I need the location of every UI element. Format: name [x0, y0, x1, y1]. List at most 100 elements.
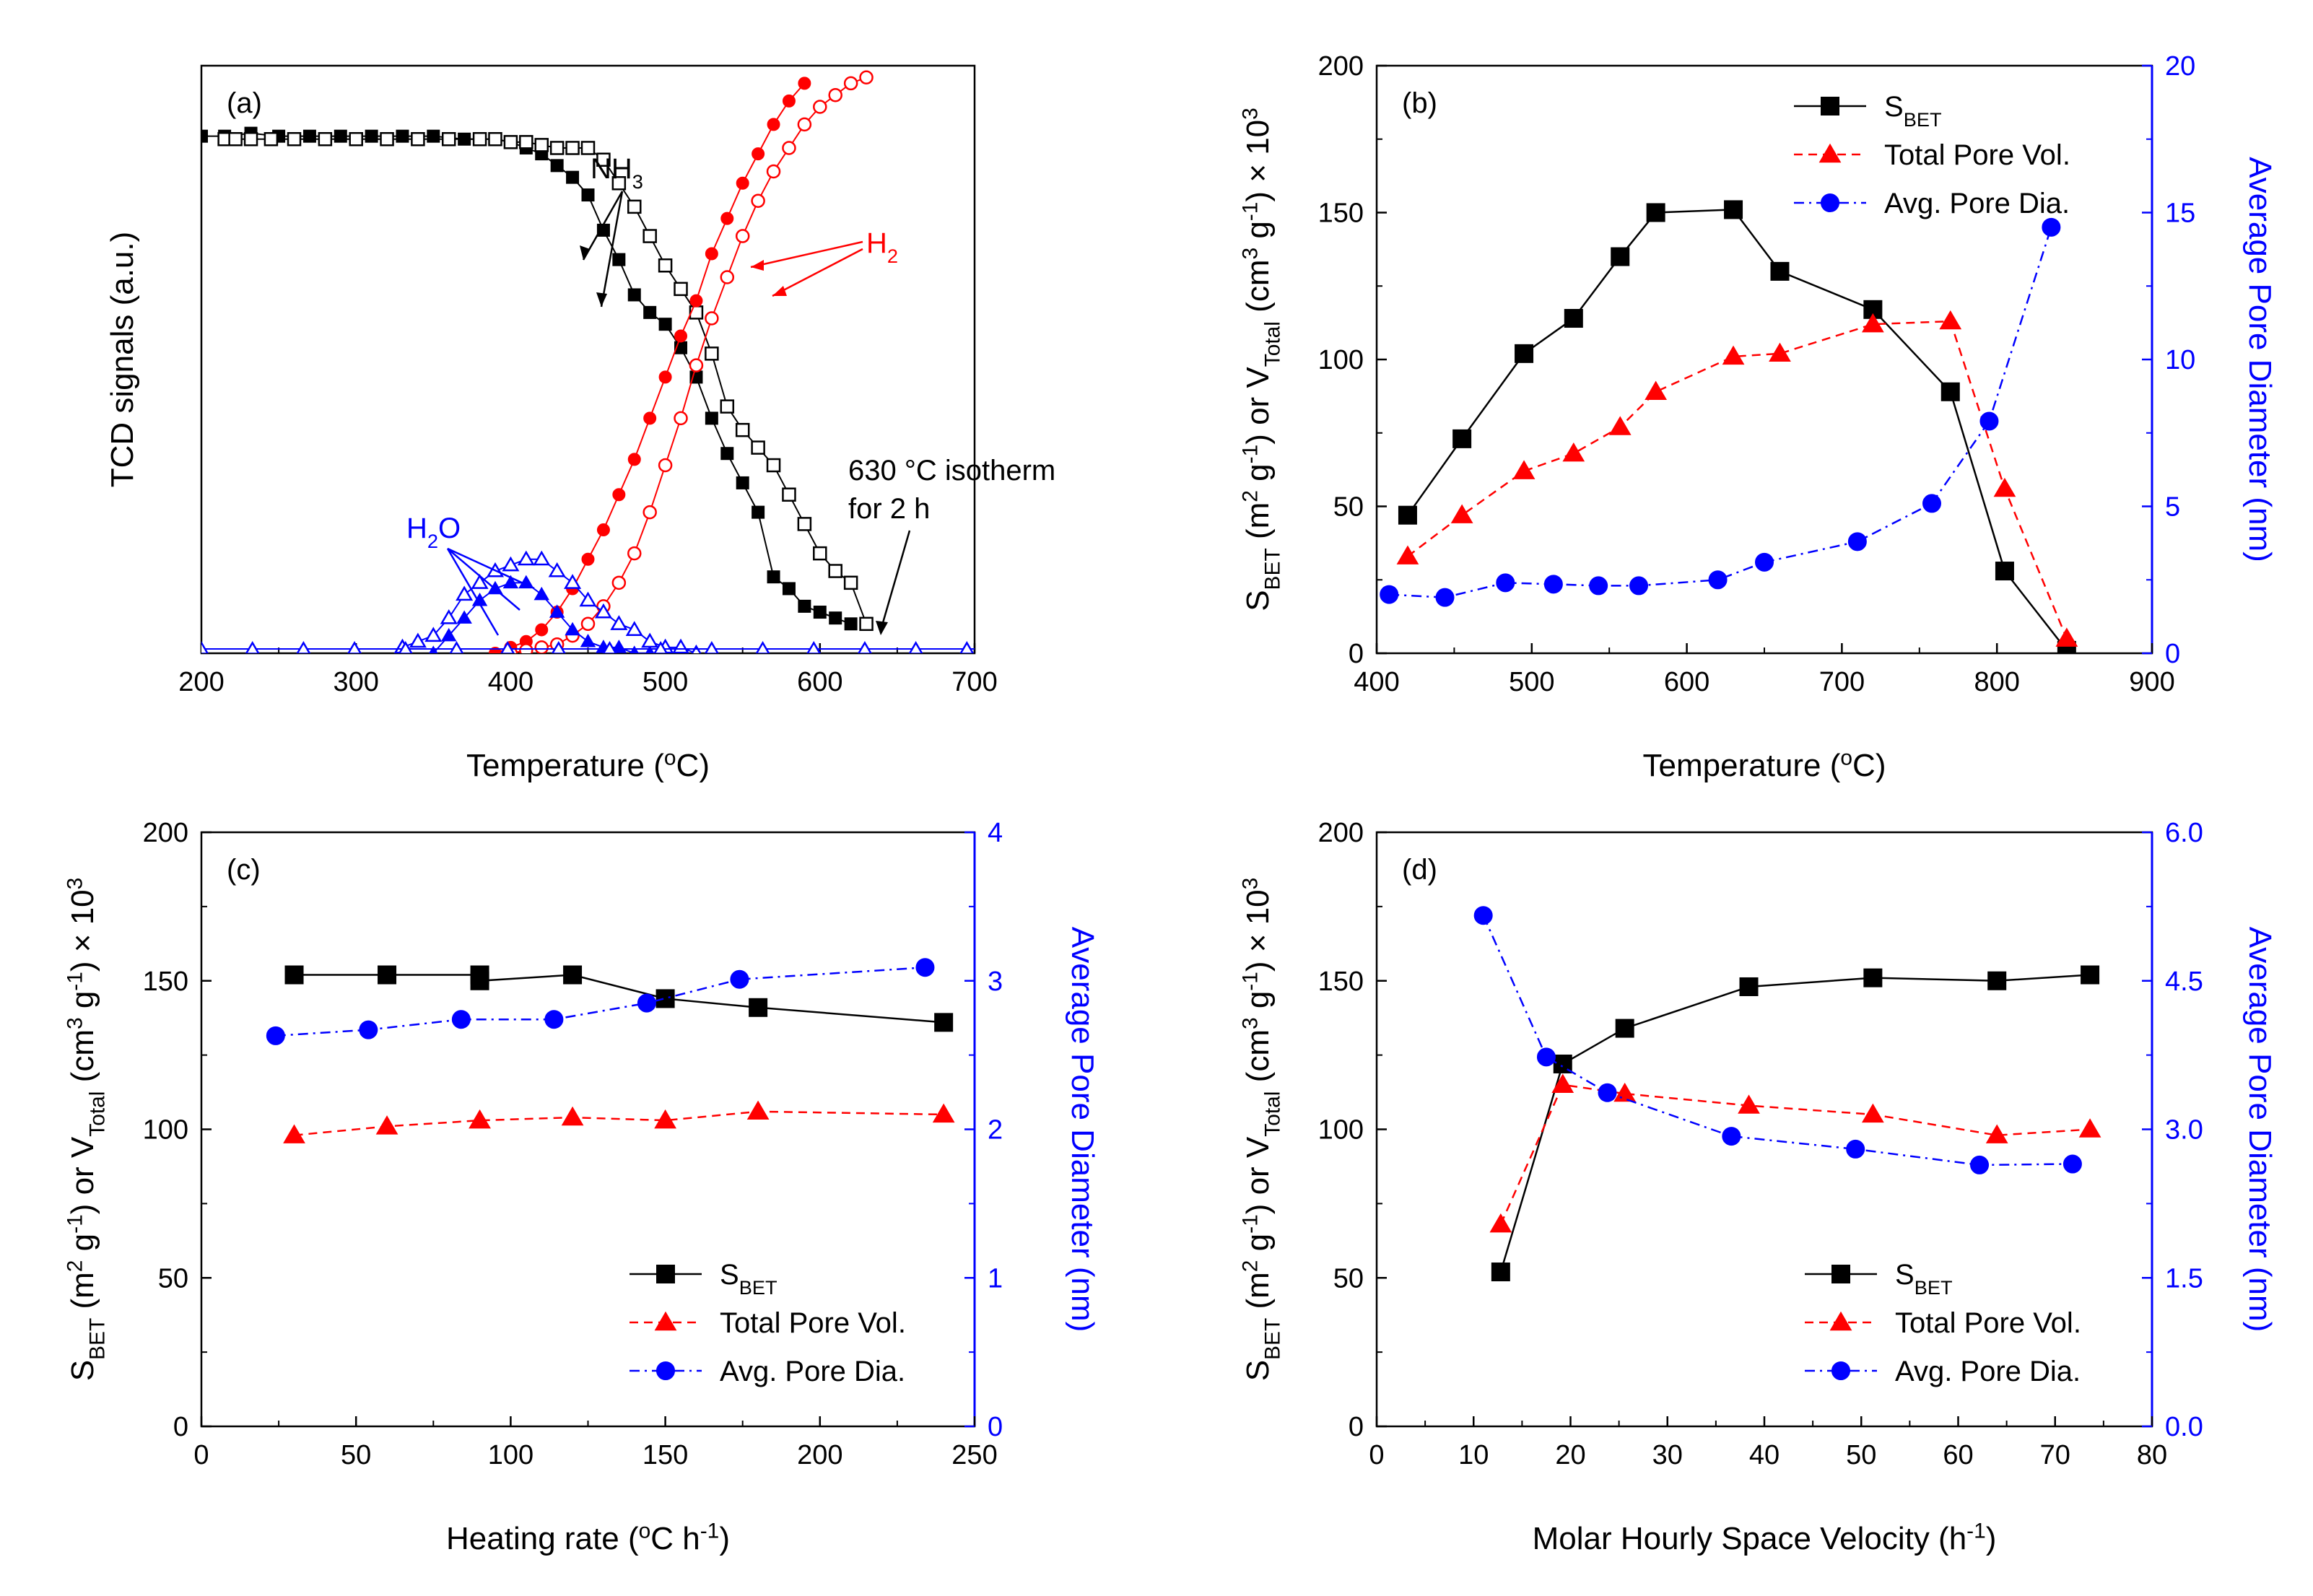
- y2-tick-label: 0.0: [2165, 1412, 2203, 1442]
- data-point: [1615, 1019, 1634, 1038]
- data-point: [1940, 382, 1960, 401]
- baseline-marker: [245, 640, 260, 653]
- text-span: 2: [1239, 1260, 1263, 1273]
- y-tick-label: 50: [158, 1263, 188, 1294]
- data-point: [469, 1109, 491, 1129]
- text-span: g: [65, 991, 100, 1018]
- y2-axis-title-group: Average Pore Diameter (nm): [1065, 927, 1100, 1333]
- data-point: [451, 1010, 471, 1029]
- arrow-head: [751, 260, 764, 271]
- data-point: [519, 135, 533, 149]
- series-avg-pore-dia-: [1473, 906, 2082, 1174]
- data-point: [565, 622, 580, 636]
- plot-area: [1380, 200, 2078, 653]
- text-span: (cm: [1240, 260, 1276, 322]
- data-point: [456, 585, 474, 601]
- text-span: H: [866, 227, 887, 259]
- data-point: [705, 346, 719, 361]
- data-point: [627, 288, 641, 302]
- legend-marker: [656, 1265, 675, 1283]
- y-axis-title-group: TCD signals (a.u.): [105, 232, 140, 488]
- legend-label: SBET: [720, 1259, 777, 1299]
- legend-marker: [654, 1311, 677, 1331]
- data-point: [1770, 261, 1790, 281]
- data-point: [287, 132, 302, 147]
- data-point: [580, 616, 596, 632]
- text-span: (cm: [65, 1029, 100, 1091]
- data-point: [655, 989, 675, 1008]
- data-point: [625, 621, 643, 636]
- data-point: [782, 141, 796, 155]
- data-point: [1512, 460, 1536, 479]
- y-tick-label: 50: [1333, 1263, 1364, 1294]
- legend-marker: [1829, 1311, 1852, 1331]
- text-span: g: [1240, 991, 1276, 1018]
- data-point: [674, 329, 688, 343]
- y2-tick-label: 1: [988, 1263, 1003, 1294]
- arrow-head: [772, 286, 787, 296]
- text-span: -1: [1239, 972, 1263, 991]
- y-axis-title: SBET (m2 g-1) or VTotal (cm3 g-1) × 103: [1239, 108, 1285, 611]
- data-point: [1724, 200, 1743, 219]
- y2-tick-label: 10: [2165, 345, 2195, 375]
- y-axis-title: SBET (m2 g-1) or VTotal (cm3 g-1) × 103: [1239, 878, 1285, 1382]
- x-tick-label: 40: [1749, 1440, 1780, 1470]
- data-point: [1995, 562, 2014, 581]
- data-point: [828, 87, 842, 103]
- annotation-arrow: [446, 548, 500, 636]
- data-point: [630, 645, 639, 653]
- series-line: [432, 582, 666, 653]
- text-span: H: [406, 513, 427, 544]
- data-point: [612, 488, 626, 502]
- x-tick-label: 500: [1509, 667, 1554, 697]
- data-point: [302, 129, 316, 143]
- text-span: ) or V: [1240, 1136, 1276, 1214]
- data-point: [534, 640, 549, 653]
- data-point: [1611, 247, 1630, 266]
- baseline-marker: [347, 640, 362, 653]
- x-tick-label: 0: [193, 1440, 209, 1470]
- data-point: [365, 129, 378, 143]
- data-point: [798, 77, 811, 90]
- y-tick-label: 200: [1318, 51, 1364, 82]
- text-span: 3: [64, 878, 87, 890]
- series-line: [1406, 209, 2068, 651]
- data-point: [1722, 345, 1745, 365]
- text-span: g: [65, 1234, 100, 1260]
- data-point: [284, 965, 304, 985]
- x-axis-title: Temperature (oC): [466, 746, 710, 783]
- data-point: [658, 458, 673, 473]
- data-point: [1435, 588, 1455, 607]
- text-span: g: [1240, 463, 1276, 490]
- data-point: [813, 606, 827, 619]
- data-point: [580, 141, 596, 155]
- data-point: [502, 556, 520, 572]
- data-point: [2042, 217, 2061, 237]
- data-point: [705, 411, 718, 425]
- data-point: [581, 188, 595, 202]
- text-span: -1: [1239, 202, 1263, 222]
- series-avg-pore-dia-: [266, 958, 935, 1045]
- y2-axis-title-group: Average Pore Diameter (nm): [2242, 157, 2278, 562]
- data-point: [544, 1010, 564, 1029]
- text-span: Heating rate (: [446, 1521, 639, 1556]
- data-point: [519, 643, 533, 653]
- x-tick-label: 800: [1974, 667, 2019, 697]
- data-point: [1722, 1127, 1741, 1146]
- text-span: (cm: [1240, 1029, 1276, 1091]
- text-span: g: [1240, 221, 1276, 248]
- text-span: 3: [1239, 108, 1263, 120]
- data-point: [798, 599, 811, 613]
- data-point: [720, 399, 735, 414]
- legend-label: Total Pore Vol.: [720, 1307, 906, 1339]
- annotation-h2: H2: [866, 227, 898, 267]
- data-point: [579, 591, 597, 607]
- data-point: [643, 411, 657, 425]
- baseline-marker: [704, 640, 719, 653]
- data-point: [610, 615, 628, 630]
- text-span: 2: [427, 530, 438, 552]
- x-tick-label: 200: [178, 667, 224, 697]
- annotation-isotherm-line2: for 2 h: [848, 493, 930, 525]
- series-nh3-open-: [217, 132, 874, 632]
